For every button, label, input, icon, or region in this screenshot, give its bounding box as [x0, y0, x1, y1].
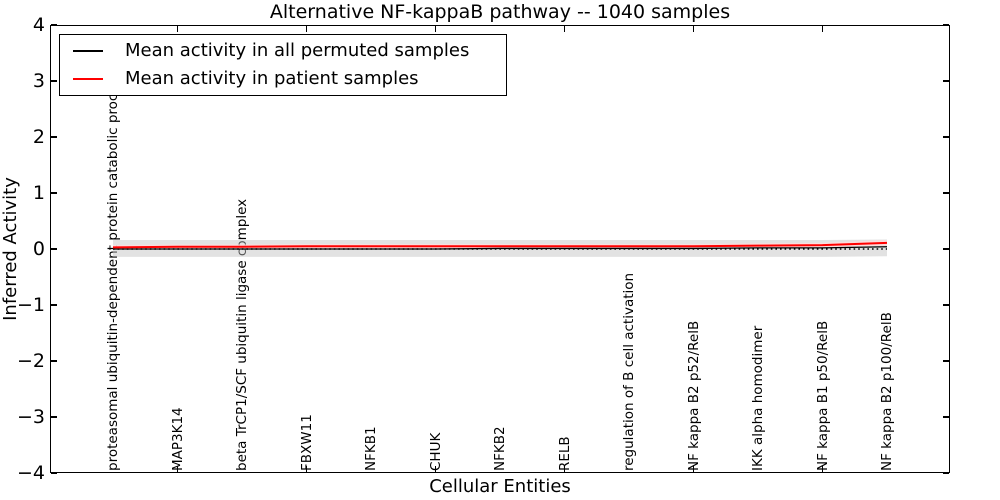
axis-tick	[821, 466, 824, 472]
axis-tick	[943, 360, 949, 362]
series-line	[112, 241, 888, 249]
axis-tick	[51, 304, 57, 306]
legend: Mean activity in all permuted samples Me…	[59, 34, 507, 96]
legend-label-patient: Mean activity in patient samples	[125, 68, 419, 89]
y-tick-label: −1	[16, 294, 45, 316]
axis-tick	[305, 26, 308, 32]
axis-tick	[51, 416, 57, 418]
axis-tick	[51, 360, 57, 362]
axis-tick	[943, 24, 949, 26]
y-tick-label: −4	[16, 462, 45, 484]
legend-line-permuted-icon	[73, 50, 103, 52]
y-tick-label: 4	[32, 14, 45, 36]
axis-tick	[692, 466, 695, 472]
axis-tick	[305, 466, 308, 472]
axis-tick	[943, 192, 949, 194]
series-line	[113, 246, 888, 250]
axis-tick	[176, 466, 179, 472]
x-axis-label: Cellular Entities	[429, 476, 571, 497]
axis-tick	[692, 26, 695, 32]
y-tick-label: −3	[16, 406, 45, 428]
axis-tick	[563, 26, 566, 32]
axis-tick	[434, 466, 437, 472]
axis-tick	[943, 416, 949, 418]
legend-line-patient-icon	[73, 78, 103, 80]
chart-title: Alternative NF-kappaB pathway -- 1040 sa…	[269, 1, 731, 23]
axis-tick	[176, 26, 179, 32]
axis-tick	[943, 248, 949, 250]
axis-tick	[943, 304, 949, 306]
axis-tick	[821, 26, 824, 32]
y-tick-label: 2	[32, 126, 45, 148]
axis-tick	[434, 26, 437, 32]
chart-canvas	[112, 239, 888, 257]
legend-item-patient: Mean activity in patient samples	[60, 67, 506, 91]
legend-label-permuted: Mean activity in all permuted samples	[125, 40, 470, 61]
axis-tick	[51, 472, 57, 474]
y-tick-label: −2	[16, 350, 45, 372]
y-tick-label: 1	[32, 182, 45, 204]
axis-tick	[943, 472, 949, 474]
axis-tick	[943, 136, 949, 138]
y-tick-label: 3	[32, 70, 45, 92]
y-tick-label: 0	[32, 238, 45, 260]
axis-tick	[51, 80, 57, 82]
axis-tick	[51, 24, 57, 26]
axis-tick	[563, 466, 566, 472]
axis-tick	[51, 136, 57, 138]
plot-area: proteasomal ubiquitin-dependent protein …	[50, 24, 950, 474]
axis-tick	[51, 192, 57, 194]
axis-tick	[943, 80, 949, 82]
axis-tick	[51, 248, 57, 250]
legend-item-permuted: Mean activity in all permuted samples	[60, 39, 506, 63]
